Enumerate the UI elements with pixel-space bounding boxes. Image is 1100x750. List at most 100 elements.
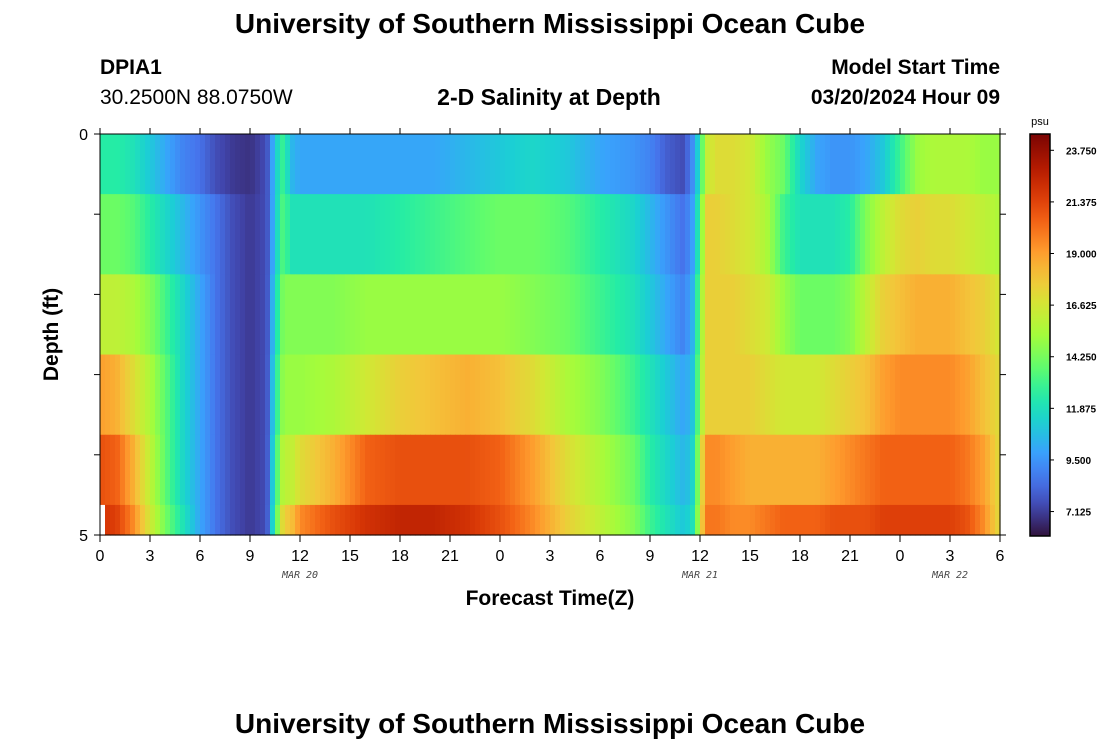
heatmap-cell xyxy=(945,354,951,436)
heatmap-cell xyxy=(835,134,841,195)
heatmap-cell xyxy=(270,434,276,506)
heatmap-cell xyxy=(385,504,391,536)
heatmap-cell xyxy=(130,274,136,356)
heatmap-cell xyxy=(690,504,696,536)
heatmap-cell xyxy=(475,354,481,436)
heatmap-cell xyxy=(690,434,696,506)
heatmap-cell xyxy=(865,354,871,436)
heatmap-cell xyxy=(520,274,526,356)
heatmap-cell xyxy=(180,274,186,356)
heatmap-cell xyxy=(600,274,606,356)
heatmap-cell xyxy=(545,354,551,436)
heatmap-cell xyxy=(100,354,106,436)
heatmap-cell xyxy=(505,434,511,506)
heatmap-cell xyxy=(865,134,871,195)
heatmap-cell xyxy=(230,274,236,356)
heatmap-cell xyxy=(205,504,211,536)
heatmap-cell xyxy=(245,134,251,195)
heatmap-cell xyxy=(125,134,131,195)
heatmap-cell xyxy=(930,274,936,356)
heatmap-cell xyxy=(680,274,686,356)
heatmap-cell xyxy=(595,274,601,356)
heatmap-cell xyxy=(215,134,221,195)
heatmap-cell xyxy=(155,434,161,506)
heatmap-cell xyxy=(750,504,756,536)
heatmap-cell xyxy=(345,134,351,195)
heatmap-cell xyxy=(365,434,371,506)
heatmap-cell xyxy=(485,354,491,436)
heatmap-cell xyxy=(190,434,196,506)
heatmap-cell xyxy=(440,354,446,436)
heatmap-cell xyxy=(460,194,466,275)
heatmap-cell xyxy=(935,194,941,275)
heatmap-cell xyxy=(635,354,641,436)
heatmap-cell xyxy=(455,434,461,506)
heatmap-cell xyxy=(965,504,971,536)
heatmap-cell xyxy=(385,134,391,195)
heatmap-cell xyxy=(590,274,596,356)
heatmap-cell xyxy=(965,434,971,506)
heatmap-cell xyxy=(670,134,676,195)
heatmap-cell xyxy=(370,134,376,195)
heatmap-cell xyxy=(710,354,716,436)
heatmap-cell xyxy=(405,274,411,356)
heatmap-cell xyxy=(590,504,596,536)
heatmap-cell xyxy=(395,274,401,356)
heatmap-cell xyxy=(375,504,381,536)
heatmap-cell xyxy=(920,434,926,506)
heatmap-cell xyxy=(320,504,326,536)
heatmap-cell xyxy=(605,274,611,356)
x-tick-label: 9 xyxy=(646,548,655,565)
heatmap-cell xyxy=(110,504,116,536)
heatmap-cell xyxy=(740,434,746,506)
heatmap-cell xyxy=(735,434,741,506)
heatmap-cell xyxy=(970,194,976,275)
page-title: University of Southern Mississippi Ocean… xyxy=(234,8,866,39)
heatmap-cell xyxy=(730,134,736,195)
heatmap-cell xyxy=(895,354,901,436)
heatmap-cell xyxy=(105,194,111,275)
heatmap-cell xyxy=(400,194,406,275)
heatmap-cell xyxy=(750,434,756,506)
heatmap-cell xyxy=(770,434,776,506)
heatmap-cell xyxy=(935,434,941,506)
heatmap-cell xyxy=(995,134,1001,195)
heatmap-cell xyxy=(375,134,381,195)
heatmap-cell xyxy=(590,194,596,275)
heatmap-cell xyxy=(500,354,506,436)
heatmap-cell xyxy=(725,504,731,536)
heatmap-cell xyxy=(670,504,676,536)
heatmap-cell xyxy=(810,274,816,356)
heatmap-cell xyxy=(975,354,981,436)
heatmap-cell xyxy=(255,274,261,356)
heatmap-cell xyxy=(905,194,911,275)
heatmap-cell xyxy=(620,134,626,195)
heatmap-cell xyxy=(210,274,216,356)
heatmap-cell xyxy=(130,134,136,195)
heatmap-cell xyxy=(785,354,791,436)
heatmap-cell xyxy=(695,354,701,436)
heatmap-cell xyxy=(130,194,136,275)
heatmap-cell xyxy=(365,194,371,275)
heatmap-cell xyxy=(685,434,691,506)
heatmap-cell xyxy=(340,434,346,506)
heatmap-cell xyxy=(335,134,341,195)
heatmap-cell xyxy=(220,194,226,275)
heatmap-cell xyxy=(310,274,316,356)
heatmap-cell xyxy=(190,354,196,436)
heatmap-cell xyxy=(410,274,416,356)
heatmap-cell xyxy=(310,134,316,195)
x-tick-label: 21 xyxy=(441,548,459,565)
heatmap-cell xyxy=(790,504,796,536)
x-tick-label: 18 xyxy=(791,548,809,565)
heatmap-cell xyxy=(125,354,131,436)
heatmap-cell xyxy=(415,274,421,356)
heatmap-cell xyxy=(525,434,531,506)
heatmap-cell xyxy=(290,194,296,275)
heatmap-cell xyxy=(275,434,281,506)
heatmap-cell xyxy=(205,434,211,506)
heatmap-cell xyxy=(330,354,336,436)
heatmap-cell xyxy=(745,274,751,356)
axes-layer: 0 3 6 9 12 15 18 21 0 3 6 9 12 15 18 21 0 3 6 MAR 20 MAR 21 M… xyxy=(79,127,1006,581)
heatmap-cell xyxy=(425,504,431,536)
